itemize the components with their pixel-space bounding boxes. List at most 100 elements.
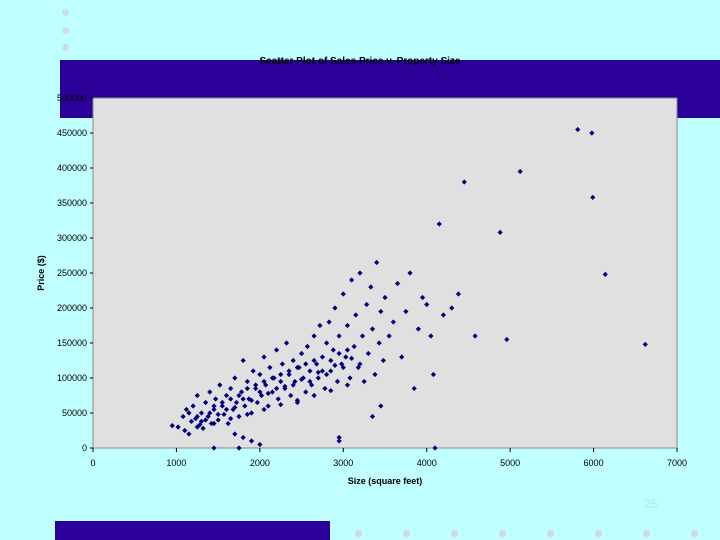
slide-bullet-dot [451, 530, 458, 537]
data-point [273, 347, 280, 353]
data-point [278, 371, 284, 378]
data-point [248, 410, 255, 416]
data-point [244, 378, 250, 385]
data-point [357, 270, 363, 276]
data-point [590, 194, 596, 200]
data-point [382, 294, 388, 301]
data-point [219, 399, 225, 406]
data-point [240, 357, 246, 364]
data-point [328, 388, 334, 394]
x-tick-label: 3000 [333, 458, 353, 468]
data-point [378, 308, 384, 315]
data-point [278, 378, 284, 385]
data-point [380, 357, 386, 364]
data-point [253, 385, 259, 392]
data-point [203, 417, 209, 423]
y-tick-label: 400000 [57, 163, 87, 173]
slide-bullet-dot [62, 9, 69, 16]
data-point [303, 389, 309, 395]
data-point [472, 333, 478, 339]
data-point [169, 423, 175, 429]
plot-area [92, 97, 678, 449]
slide-bullet-dot [403, 530, 410, 537]
data-point [267, 364, 273, 371]
data-point [394, 280, 401, 287]
data-point [240, 434, 246, 441]
data-point [365, 350, 371, 357]
data-point [307, 378, 313, 385]
data-point [190, 403, 196, 409]
y-axis-label: Price ($) [36, 255, 46, 291]
data-point [225, 420, 231, 427]
data-point [279, 361, 285, 367]
data-point [317, 322, 323, 329]
data-point [236, 413, 242, 420]
data-point [328, 357, 334, 364]
y-tick-label: 200000 [57, 303, 87, 313]
data-point [589, 130, 595, 136]
data-point [324, 371, 330, 378]
data-point [257, 441, 263, 448]
data-point [198, 410, 205, 416]
data-point [303, 361, 309, 367]
data-point [415, 326, 421, 332]
data-point [344, 322, 351, 329]
data-point [294, 397, 300, 403]
data-point [351, 343, 357, 350]
data-point [261, 378, 267, 385]
data-point [369, 413, 376, 420]
data-point [217, 382, 223, 388]
data-point [248, 397, 255, 403]
data-point [238, 389, 245, 395]
data-point [211, 406, 217, 413]
data-point [307, 368, 313, 374]
data-point [368, 284, 374, 290]
data-points [169, 126, 648, 451]
data-point [376, 340, 382, 346]
data-point [186, 431, 192, 437]
data-point [357, 361, 363, 367]
data-point [215, 411, 221, 417]
data-point [232, 431, 238, 437]
data-point [232, 404, 238, 410]
data-point [332, 305, 338, 311]
data-point [261, 406, 267, 413]
data-point [372, 371, 378, 378]
data-point [223, 406, 230, 413]
data-point [207, 410, 213, 416]
data-point [322, 385, 328, 392]
data-point [399, 354, 405, 360]
x-tick-label: 1000 [166, 458, 186, 468]
data-point [298, 350, 305, 357]
data-point [330, 347, 336, 353]
data-point [193, 416, 199, 422]
x-tick-label: 6000 [584, 458, 604, 468]
data-point [378, 403, 384, 409]
data-point [428, 333, 434, 339]
data-point [228, 416, 234, 422]
data-point [430, 371, 436, 378]
data-point [575, 126, 581, 133]
data-point [261, 354, 267, 360]
y-tick-label: 0 [82, 443, 87, 453]
data-point [273, 385, 280, 392]
data-point [324, 340, 330, 346]
slide-bullet-dot [691, 530, 698, 537]
y-tick-label: 300000 [57, 233, 87, 243]
data-point [344, 382, 351, 388]
x-tick-label: 4000 [417, 458, 437, 468]
data-point [213, 396, 219, 402]
data-point [248, 438, 255, 444]
data-point [411, 385, 417, 392]
data-point [194, 424, 200, 430]
data-point [211, 403, 217, 409]
y-tick-label: 100000 [57, 373, 87, 383]
data-point [336, 333, 342, 339]
data-point [236, 445, 242, 451]
data-point [517, 168, 523, 175]
data-point [290, 382, 296, 388]
data-point [283, 340, 290, 346]
data-point [419, 294, 426, 301]
data-point [340, 364, 346, 371]
data-point [228, 385, 234, 392]
